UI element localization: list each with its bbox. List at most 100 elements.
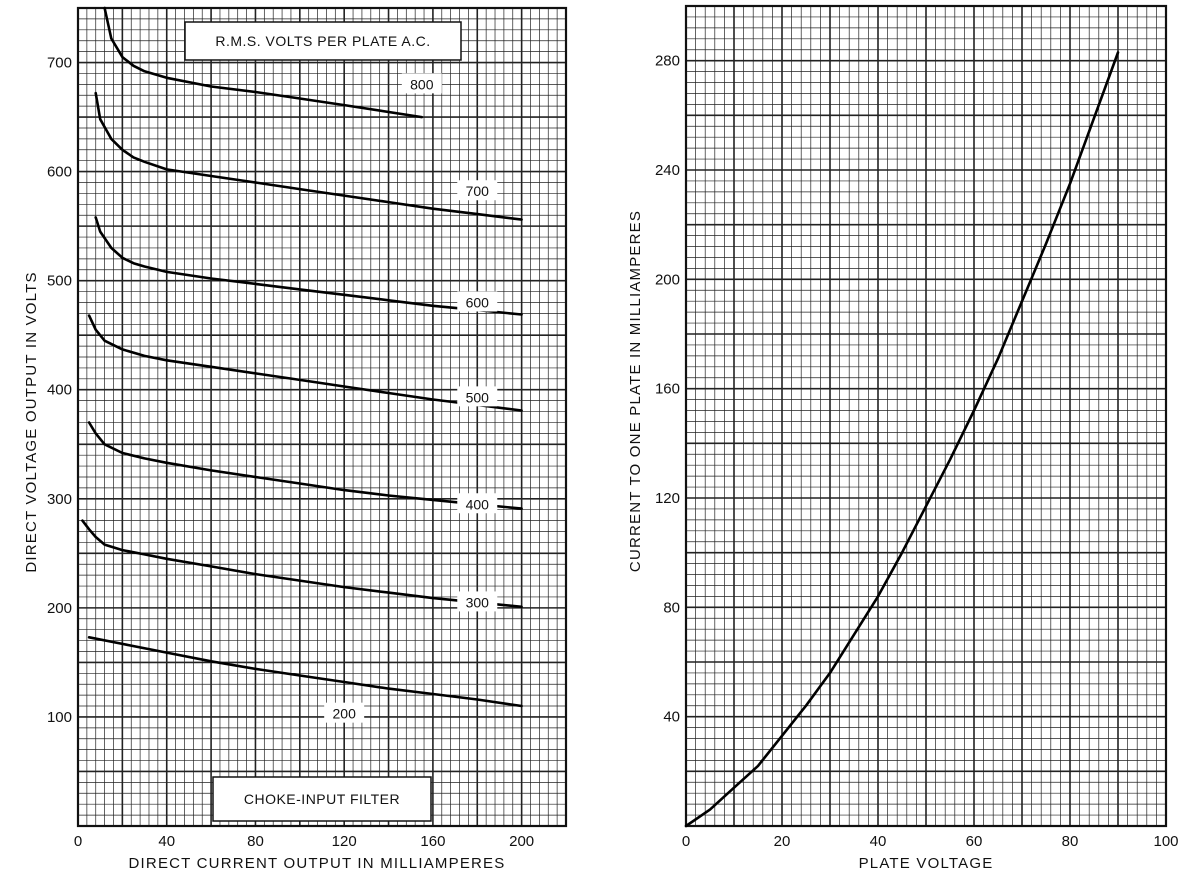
- data-point: [1093, 117, 1095, 119]
- curve-label: 200: [333, 706, 357, 722]
- y-tick-label: 120: [655, 490, 680, 507]
- x-tick-label: 120: [332, 833, 357, 850]
- series-line-300: [81, 519, 523, 609]
- data-point: [387, 591, 390, 594]
- series-line-200: [87, 636, 523, 708]
- x-tick-label: 20: [774, 833, 791, 850]
- data-point: [210, 175, 212, 177]
- curve-label: 300: [466, 594, 490, 610]
- x-axis-label: PLATE VOLTAGE: [859, 855, 994, 872]
- data-point: [166, 558, 168, 560]
- y-axis-label: CURRENT TO ONE PLATE IN MILLIAMPERES: [627, 210, 644, 572]
- data-point: [1117, 51, 1119, 54]
- data-point: [387, 392, 390, 394]
- data-point: [254, 372, 257, 374]
- data-point: [901, 552, 903, 554]
- data-point: [110, 247, 112, 249]
- data-point: [521, 409, 523, 412]
- data-point: [166, 651, 168, 654]
- x-tick-label: 40: [158, 833, 175, 850]
- data-point: [343, 194, 345, 197]
- data-point: [99, 230, 101, 233]
- y-tick-label: 300: [47, 491, 72, 508]
- data-point: [387, 494, 390, 497]
- data-point: [757, 765, 759, 767]
- data-point: [949, 459, 951, 461]
- data-point: [104, 443, 106, 445]
- data-point: [387, 299, 390, 301]
- data-point: [143, 70, 146, 72]
- data-point: [110, 37, 112, 40]
- data-point: [143, 457, 146, 460]
- data-point: [88, 314, 90, 317]
- data-point: [104, 7, 106, 9]
- data-point: [387, 201, 390, 203]
- data-point: [99, 118, 101, 120]
- data-point: [143, 161, 146, 163]
- data-point: [121, 549, 123, 551]
- data-point: [829, 672, 831, 674]
- data-point: [210, 85, 212, 88]
- curve-label-bg: [401, 73, 442, 94]
- data-point: [81, 520, 84, 522]
- data-point: [110, 138, 112, 140]
- data-point: [88, 528, 90, 530]
- data-point: [95, 536, 97, 538]
- data-point: [432, 693, 434, 695]
- data-point: [343, 681, 345, 683]
- data-point: [343, 586, 345, 588]
- data-point: [709, 809, 711, 811]
- y-tick-label: 200: [47, 600, 72, 617]
- data-point: [121, 56, 123, 58]
- data-point: [132, 65, 135, 67]
- data-point: [95, 329, 97, 331]
- curve-label: 600: [466, 294, 490, 310]
- data-point: [166, 462, 168, 464]
- data-point: [95, 432, 97, 434]
- annotation-text: CHOKE-INPUT FILTER: [244, 791, 400, 807]
- x-tick-label: 80: [1062, 833, 1079, 850]
- data-point: [254, 91, 257, 93]
- data-point: [166, 77, 168, 79]
- data-point: [132, 156, 135, 159]
- data-point: [432, 305, 434, 307]
- y-tick-label: 80: [663, 599, 680, 616]
- data-point: [925, 505, 927, 507]
- data-point: [104, 544, 106, 546]
- data-point: [166, 271, 168, 273]
- plot-frame: [684, 4, 1168, 828]
- data-point: [104, 340, 106, 342]
- data-point: [166, 168, 168, 171]
- data-point: [88, 421, 90, 424]
- data-point: [143, 553, 146, 556]
- data-point: [997, 358, 999, 360]
- data-point: [299, 580, 301, 582]
- x-tick-label: 0: [74, 833, 82, 850]
- data-point: [299, 188, 301, 190]
- data-point: [88, 636, 90, 638]
- data-point: [121, 257, 123, 259]
- x-tick-label: 200: [509, 833, 534, 850]
- x-tick-label: 100: [1153, 833, 1178, 850]
- data-point: [421, 116, 423, 118]
- y-tick-label: 160: [655, 381, 680, 398]
- curve-label: 400: [466, 496, 490, 512]
- curve-label-bg: [457, 493, 498, 514]
- data-point: [299, 288, 301, 290]
- data-point: [521, 606, 523, 608]
- y-tick-label: 700: [47, 55, 72, 72]
- x-tick-label: 80: [247, 833, 264, 850]
- data-point: [733, 787, 735, 789]
- curve-label-bg: [457, 180, 498, 201]
- data-point: [121, 452, 123, 454]
- data-point: [143, 355, 146, 357]
- data-point: [521, 313, 523, 316]
- data-point: [143, 265, 146, 268]
- data-point: [476, 213, 478, 215]
- curve-label-bg: [457, 291, 498, 312]
- series-line-500: [87, 314, 523, 412]
- data-point: [254, 573, 257, 575]
- data-point: [210, 469, 212, 472]
- y-tick-label: 40: [663, 709, 680, 726]
- legend-title: R.M.S. VOLTS PER PLATE A.C.: [215, 33, 430, 49]
